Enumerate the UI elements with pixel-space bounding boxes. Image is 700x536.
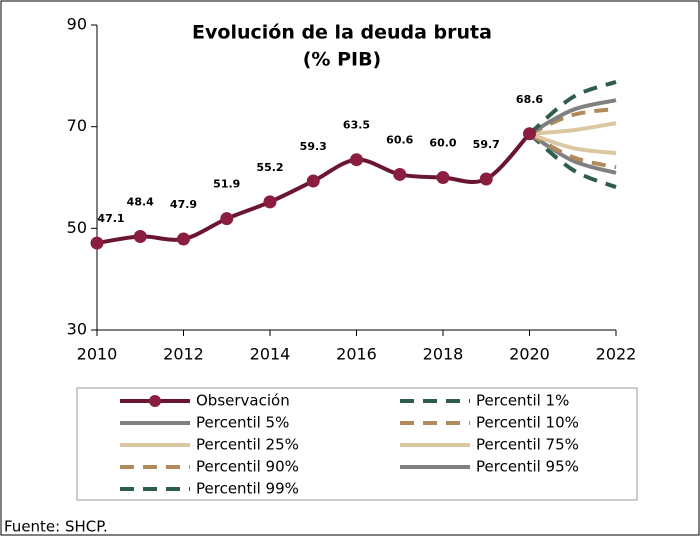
data-label: 59.7 [473, 138, 500, 151]
series-line [529, 121, 617, 136]
legend-label: Percentil 10% [476, 414, 579, 432]
series-line [528, 98, 617, 136]
marker [523, 127, 536, 141]
x-tick-label: 2018 [423, 345, 464, 364]
legend-label: Percentil 99% [196, 480, 299, 498]
marker [220, 212, 234, 226]
y-tick-label: 90 [67, 15, 87, 34]
legend-label: Observación [196, 392, 290, 410]
series-line [528, 80, 617, 136]
data-label: 68.6 [516, 93, 543, 106]
y-tick-label: 30 [67, 320, 87, 339]
data-label: 60.0 [429, 137, 456, 150]
chart-subtitle: (% PIB) [303, 49, 382, 71]
legend-label: Percentil 5% [196, 414, 289, 432]
x-tick-label: 2022 [596, 345, 637, 364]
data-label: 47.1 [97, 212, 124, 225]
x-tick-label: 2020 [509, 345, 550, 364]
data-label: 55.2 [256, 161, 283, 174]
data-label: 51.9 [213, 178, 240, 191]
series-line [528, 132, 617, 170]
marker [90, 236, 104, 250]
marker [436, 171, 450, 184]
x-tick-label: 2016 [336, 345, 377, 364]
marker [177, 232, 190, 246]
source: Fuente: SHCP. [4, 518, 108, 536]
marker [263, 195, 277, 209]
series-line [528, 131, 617, 156]
legend-label: Percentil 25% [196, 436, 299, 454]
x-tick-label: 2014 [250, 345, 291, 364]
data-label: 48.4 [127, 195, 154, 208]
data-label: 59.3 [300, 140, 327, 153]
legend-label: Percentil 1% [476, 392, 569, 410]
legend-label: Percentil 95% [476, 458, 579, 476]
legend-label: Percentil 90% [196, 458, 299, 476]
marker [306, 174, 320, 188]
chart-title: Evolución de la deuda bruta [192, 22, 492, 44]
marker [479, 172, 493, 186]
data-label: 63.5 [343, 119, 370, 132]
x-tick-label: 2010 [77, 345, 118, 364]
legend-label: Percentil 75% [476, 436, 579, 454]
y-tick-label: 70 [67, 116, 87, 135]
y-tick-label: 50 [67, 218, 87, 237]
x-tick-label: 2012 [163, 345, 204, 364]
marker [133, 229, 147, 243]
data-label: 47.9 [170, 198, 197, 211]
legend-marker [149, 395, 161, 407]
data-label: 60.6 [386, 133, 413, 146]
marker [393, 167, 407, 181]
marker [350, 153, 363, 167]
